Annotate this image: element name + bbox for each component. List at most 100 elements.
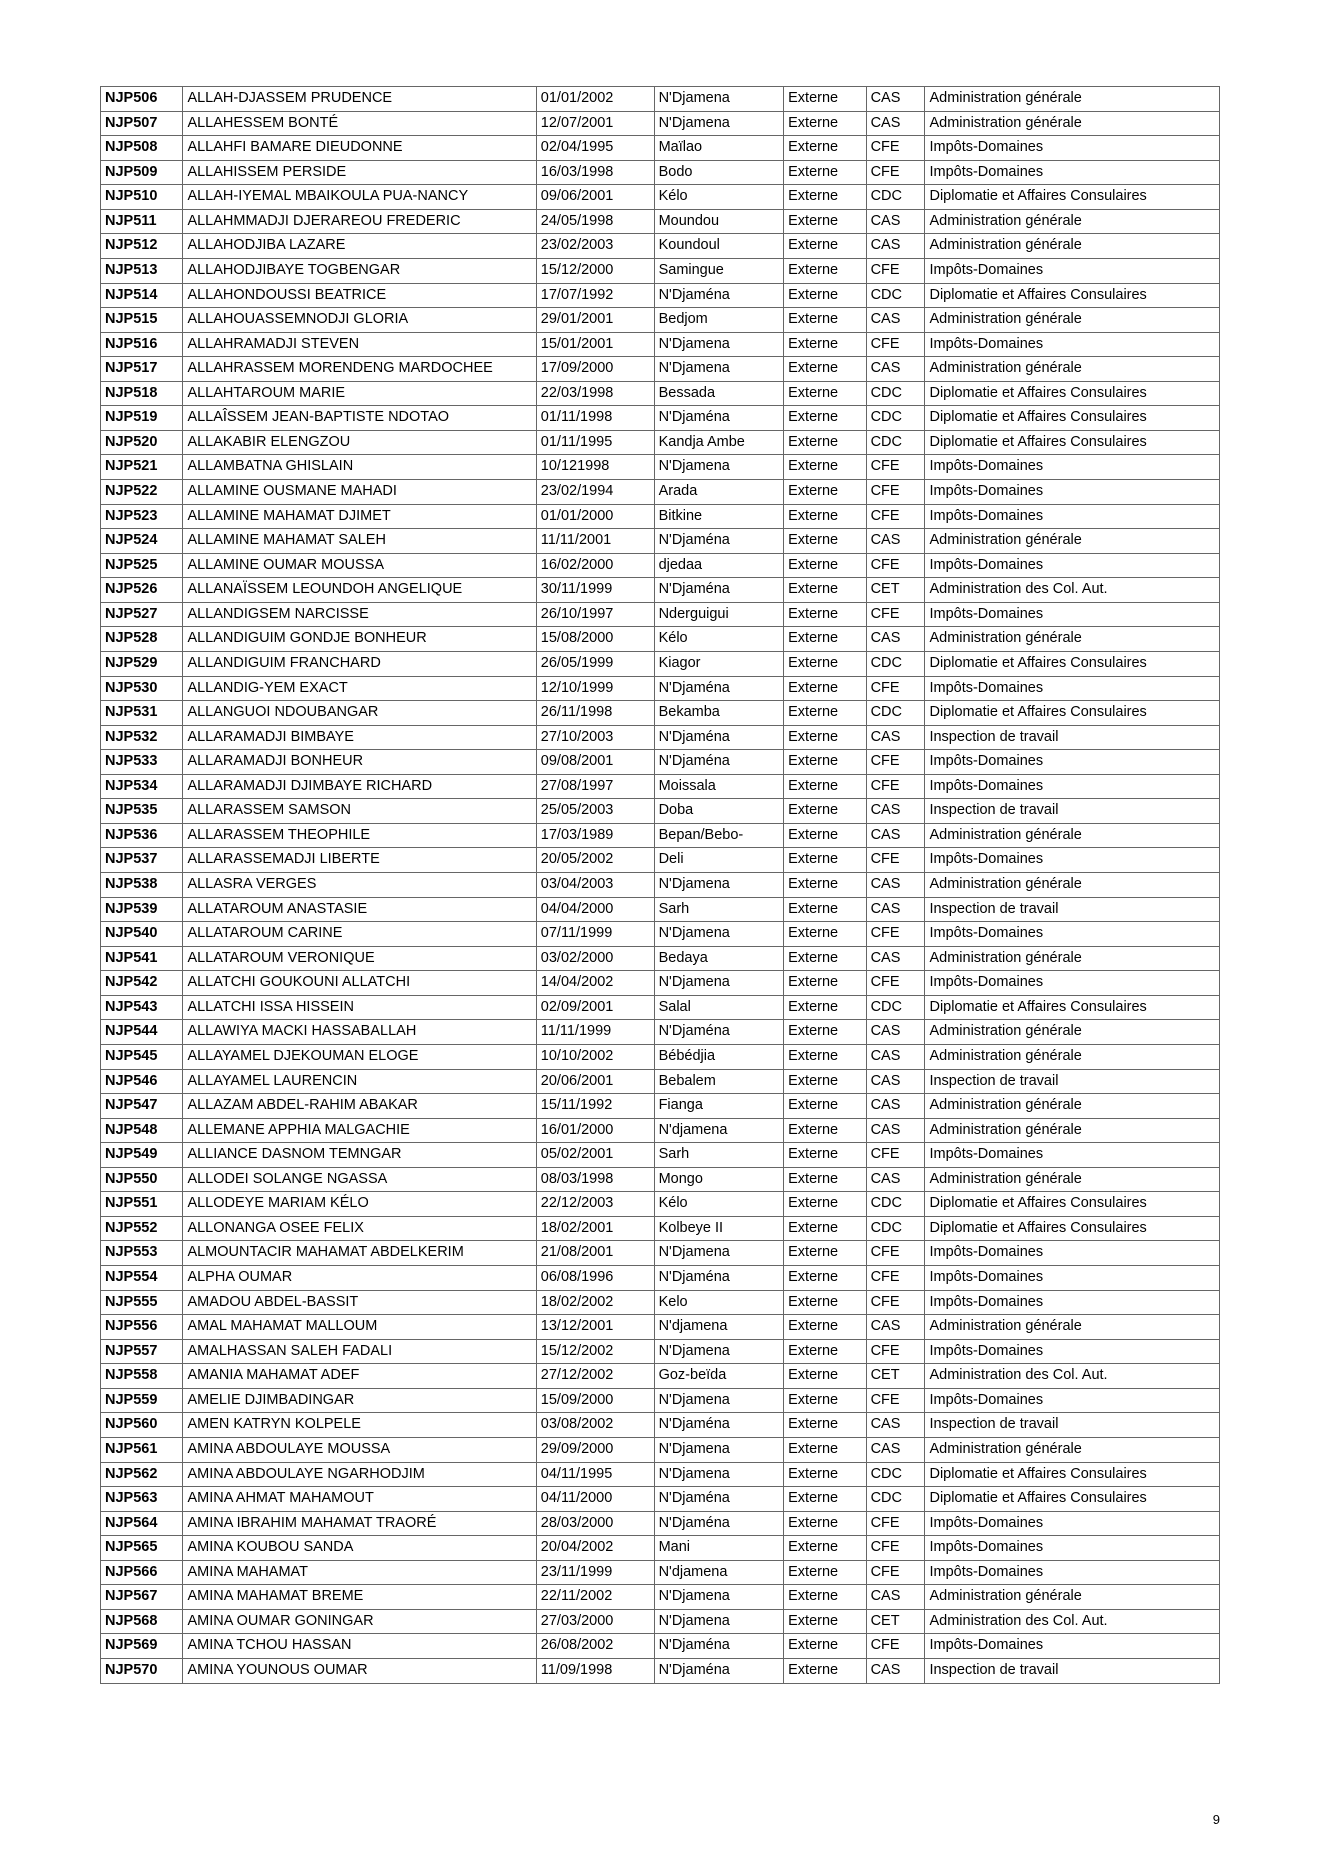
cell-date: 13/12/2001 [536, 1315, 654, 1340]
cell-type: Externe [784, 406, 866, 431]
cell-city: N'djamena [654, 1118, 784, 1143]
cell-type: Externe [784, 1364, 866, 1389]
cell-name: ALLAYAMEL LAURENCIN [183, 1069, 536, 1094]
cell-name: AMINA ABDOULAYE NGARHODJIM [183, 1462, 536, 1487]
cell-code: CDC [866, 1487, 925, 1512]
cell-name: AMELIE DJIMBADINGAR [183, 1388, 536, 1413]
cell-name: ALLAHRAMADJI STEVEN [183, 332, 536, 357]
cell-city: N'Djamena [654, 455, 784, 480]
cell-id: NJP543 [101, 995, 183, 1020]
cell-id: NJP516 [101, 332, 183, 357]
table-row: NJP562AMINA ABDOULAYE NGARHODJIM04/11/19… [101, 1462, 1220, 1487]
cell-type: Externe [784, 1634, 866, 1659]
cell-date: 01/11/1995 [536, 430, 654, 455]
cell-name: AMINA ABDOULAYE MOUSSA [183, 1437, 536, 1462]
table-row: NJP538ALLASRA VERGES03/04/2003N'DjamenaE… [101, 873, 1220, 898]
cell-id: NJP547 [101, 1094, 183, 1119]
table-row: NJP561AMINA ABDOULAYE MOUSSA29/09/2000N'… [101, 1437, 1220, 1462]
cell-id: NJP530 [101, 676, 183, 701]
cell-date: 08/03/1998 [536, 1167, 654, 1192]
cell-id: NJP558 [101, 1364, 183, 1389]
cell-type: Externe [784, 1560, 866, 1585]
cell-date: 10/121998 [536, 455, 654, 480]
cell-dept: Impôts-Domaines [925, 774, 1220, 799]
cell-id: NJP529 [101, 651, 183, 676]
cell-code: CFE [866, 1634, 925, 1659]
cell-id: NJP514 [101, 283, 183, 308]
cell-id: NJP549 [101, 1143, 183, 1168]
cell-name: ALLAKABIR ELENGZOU [183, 430, 536, 455]
cell-type: Externe [784, 455, 866, 480]
cell-name: ALPHA OUMAR [183, 1266, 536, 1291]
cell-city: N'Djaména [654, 283, 784, 308]
cell-date: 03/08/2002 [536, 1413, 654, 1438]
cell-dept: Inspection de travail [925, 1069, 1220, 1094]
cell-date: 30/11/1999 [536, 578, 654, 603]
cell-type: Externe [784, 185, 866, 210]
cell-dept: Diplomatie et Affaires Consulaires [925, 1192, 1220, 1217]
cell-type: Externe [784, 480, 866, 505]
table-row: NJP552ALLONANGA OSEE FELIX18/02/2001Kolb… [101, 1216, 1220, 1241]
cell-city: N'Djaména [654, 1487, 784, 1512]
cell-dept: Impôts-Domaines [925, 1634, 1220, 1659]
cell-dept: Administration générale [925, 823, 1220, 848]
cell-dept: Administration générale [925, 357, 1220, 382]
cell-city: N'Djaména [654, 1511, 784, 1536]
cell-name: ALLAZAM ABDEL-RAHIM ABAKAR [183, 1094, 536, 1119]
cell-id: NJP564 [101, 1511, 183, 1536]
cell-code: CAS [866, 87, 925, 112]
cell-city: N'Djamena [654, 87, 784, 112]
cell-dept: Administration générale [925, 209, 1220, 234]
cell-date: 27/08/1997 [536, 774, 654, 799]
cell-city: N'Djamena [654, 1241, 784, 1266]
cell-code: CAS [866, 1167, 925, 1192]
cell-dept: Impôts-Domaines [925, 1560, 1220, 1585]
cell-code: CAS [866, 1118, 925, 1143]
cell-city: Moissala [654, 774, 784, 799]
table-row: NJP514ALLAHONDOUSSI BEATRICE17/07/1992N'… [101, 283, 1220, 308]
cell-type: Externe [784, 160, 866, 185]
cell-type: Externe [784, 1044, 866, 1069]
cell-id: NJP526 [101, 578, 183, 603]
cell-date: 22/03/1998 [536, 381, 654, 406]
cell-city: Kandja Ambe [654, 430, 784, 455]
cell-name: AMADOU ABDEL-BASSIT [183, 1290, 536, 1315]
cell-city: Moundou [654, 209, 784, 234]
cell-name: ALLAÎSSEM JEAN-BAPTISTE NDOTAO [183, 406, 536, 431]
cell-code: CFE [866, 1511, 925, 1536]
cell-id: NJP541 [101, 946, 183, 971]
cell-dept: Impôts-Domaines [925, 750, 1220, 775]
table-row: NJP556AMAL MAHAMAT MALLOUM13/12/2001N'dj… [101, 1315, 1220, 1340]
cell-type: Externe [784, 627, 866, 652]
cell-name: ALLAHISSEM PERSIDE [183, 160, 536, 185]
cell-name: ALLONANGA OSEE FELIX [183, 1216, 536, 1241]
cell-name: ALLODEI SOLANGE NGASSA [183, 1167, 536, 1192]
cell-date: 11/11/2001 [536, 529, 654, 554]
cell-id: NJP545 [101, 1044, 183, 1069]
table-row: NJP565AMINA KOUBOU SANDA20/04/2002ManiEx… [101, 1536, 1220, 1561]
cell-id: NJP538 [101, 873, 183, 898]
cell-name: ALLODEYE MARIAM KÉLO [183, 1192, 536, 1217]
cell-type: Externe [784, 1413, 866, 1438]
cell-id: NJP511 [101, 209, 183, 234]
cell-type: Externe [784, 1609, 866, 1634]
cell-id: NJP521 [101, 455, 183, 480]
cell-type: Externe [784, 87, 866, 112]
cell-city: N'djamena [654, 1560, 784, 1585]
cell-date: 15/09/2000 [536, 1388, 654, 1413]
cell-id: NJP556 [101, 1315, 183, 1340]
cell-dept: Impôts-Domaines [925, 160, 1220, 185]
cell-id: NJP515 [101, 308, 183, 333]
cell-type: Externe [784, 1094, 866, 1119]
cell-date: 15/11/1992 [536, 1094, 654, 1119]
cell-code: CDC [866, 1216, 925, 1241]
cell-city: N'Djaména [654, 1266, 784, 1291]
cell-city: Sarh [654, 897, 784, 922]
cell-code: CDC [866, 381, 925, 406]
cell-code: CFE [866, 480, 925, 505]
cell-id: NJP568 [101, 1609, 183, 1634]
cell-date: 27/10/2003 [536, 725, 654, 750]
cell-type: Externe [784, 1216, 866, 1241]
cell-id: NJP548 [101, 1118, 183, 1143]
cell-name: ALLARASSEMADJI LIBERTE [183, 848, 536, 873]
